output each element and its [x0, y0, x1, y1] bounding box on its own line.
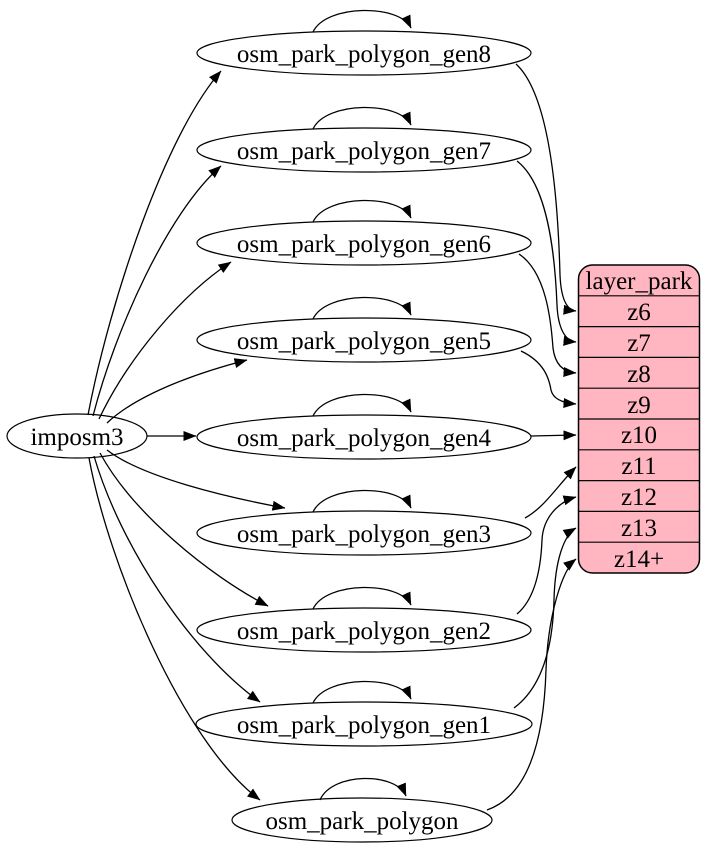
node-osm-park-polygon-gen1: osm_park_polygon_gen1: [195, 701, 533, 747]
row-label-z12: z12: [621, 484, 657, 511]
edge-osm-park-polygon-to-z14plus: [486, 558, 577, 811]
self-loop-osm-park-polygon: [319, 777, 407, 801]
edge-imposm3-to-gen1: [93, 455, 261, 703]
row-label-z13: z13: [621, 515, 657, 542]
self-loop-gen5: [312, 296, 412, 320]
edge-gen2-to-z12: [516, 495, 577, 615]
node-osm-park-polygon-gen7: osm_park_polygon_gen7: [196, 127, 532, 173]
self-loop-gen1: [312, 680, 412, 704]
layer-park-title: layer_park: [586, 268, 693, 295]
node-imposm3: imposm3: [6, 413, 148, 459]
edge-imposm3-to-gen6: [98, 261, 232, 420]
node-label: osm_park_polygon_gen6: [237, 231, 491, 258]
node-ellipse: [196, 30, 532, 76]
node-ellipse: [231, 797, 493, 843]
row-label-z7: z7: [627, 330, 651, 357]
node-label: osm_park_polygon_gen7: [237, 138, 491, 165]
node-layer-park: layer_park z6 z7 z8 z9 z10 z11 z12 z13 z…: [577, 264, 701, 574]
edge-gen7-to-z7: [516, 160, 577, 346]
row-label-z11: z11: [621, 453, 656, 480]
edge-imposm3-to-gen5: [106, 358, 248, 424]
node-osm-park-polygon-gen4: osm_park_polygon_gen4: [196, 414, 532, 460]
node-ellipse: [196, 607, 532, 653]
edge-imposm3-to-osm-park-polygon: [88, 457, 261, 801]
node-ellipse: [196, 510, 532, 556]
node-ellipse: [196, 127, 532, 173]
node-osm-park-polygon: osm_park_polygon: [231, 797, 493, 843]
edge-imposm3-to-gen3: [106, 449, 286, 511]
node-osm-park-polygon-gen6: osm_park_polygon_gen6: [196, 220, 532, 266]
row-label-z14plus: z14+: [614, 546, 664, 573]
node-label: osm_park_polygon_gen4: [237, 425, 492, 452]
edge-imposm3-to-gen2: [99, 452, 269, 607]
edges-from-imposm3: [87, 70, 286, 801]
node-ellipse: [196, 220, 532, 266]
node-ellipse: [196, 414, 532, 460]
node-label: osm_park_polygon: [265, 808, 459, 835]
node-label: osm_park_polygon_gen5: [237, 328, 491, 355]
self-loop-gen4: [312, 393, 412, 417]
row-label-z8: z8: [627, 361, 651, 388]
edge-gen4-to-z10: [530, 430, 577, 441]
self-loop-edges: [312, 9, 412, 801]
self-loop-gen3: [312, 489, 412, 513]
self-loop-gen2: [312, 586, 412, 610]
row-label-z6: z6: [627, 299, 651, 326]
self-loop-gen8: [312, 9, 412, 33]
node-ellipse: [195, 701, 533, 747]
self-loop-gen7: [312, 106, 412, 130]
edge-imposm3-to-gen8: [87, 70, 222, 416]
row-label-z9: z9: [627, 392, 651, 419]
node-label: osm_park_polygon_gen1: [237, 712, 491, 739]
node-ellipse: [196, 317, 532, 363]
edge-gen8-to-z6: [515, 63, 577, 315]
node-osm-park-polygon-gen3: osm_park_polygon_gen3: [196, 510, 532, 556]
node-label: imposm3: [30, 424, 123, 451]
edge-imposm3-to-gen7: [92, 165, 222, 417]
edges-to-layer-park: [486, 63, 577, 811]
edge-gen5-to-z9: [520, 350, 577, 409]
node-osm-park-polygon-gen2: osm_park_polygon_gen2: [196, 607, 532, 653]
node-osm-park-polygon-gen5: osm_park_polygon_gen5: [196, 317, 532, 363]
node-label: osm_park_polygon_gen3: [237, 521, 491, 548]
node-label: osm_park_polygon_gen2: [237, 618, 491, 645]
self-loop-gen6: [312, 199, 412, 223]
node-osm-park-polygon-gen8: osm_park_polygon_gen8: [196, 30, 532, 76]
edge-gen3-to-z11: [524, 466, 577, 519]
edge-gen6-to-z8: [518, 253, 577, 377]
edge-gen1-to-z13: [513, 527, 577, 709]
node-label: osm_park_polygon_gen8: [237, 41, 491, 68]
row-label-z10: z10: [621, 422, 657, 449]
